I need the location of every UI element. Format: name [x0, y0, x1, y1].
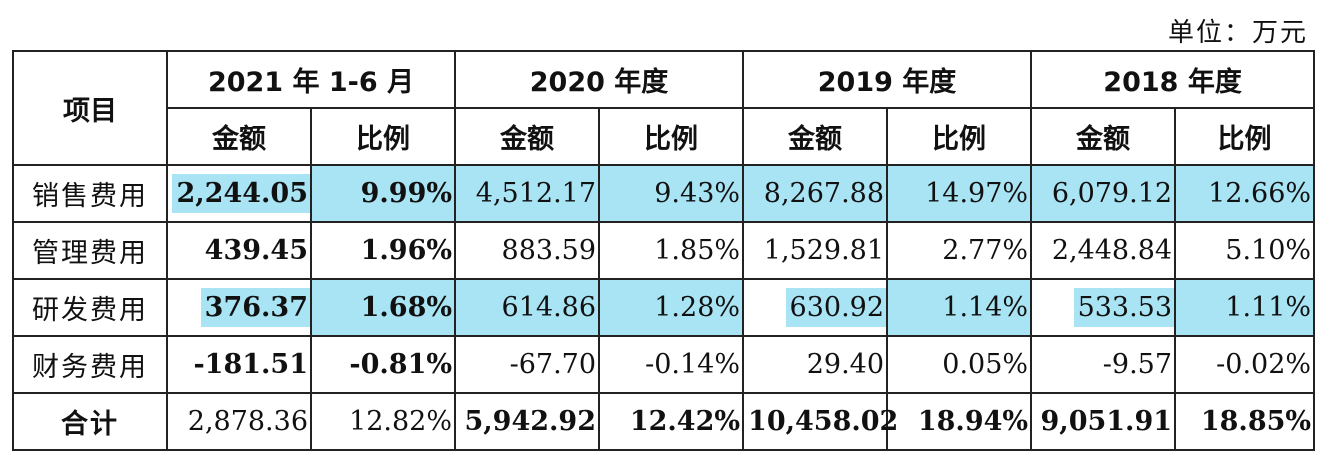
cell-ratio: 1.14% [942, 292, 1029, 323]
cell-amount: -67.70 [509, 349, 597, 380]
cell-ratio: 9.43% [654, 178, 741, 209]
cell-amount: 614.86 [501, 292, 597, 323]
table-row: 销售费用 2,244.05 9.99% 4,512.17 9.43% 8,267… [12, 164, 1316, 223]
cell-amount: 8,267.88 [763, 178, 885, 209]
period-header: 2020 年度 [454, 50, 745, 109]
cell-amount: -9.57 [1102, 349, 1173, 380]
cell-ratio: -0.02% [1216, 349, 1312, 380]
table-row-total: 合计 2,878.36 12.82% 5,942.92 12.42% 10,45… [12, 392, 1316, 451]
row-label: 销售费用 [12, 164, 168, 223]
ratio-header: 比例 [598, 107, 745, 166]
ratio-header: 比例 [309, 107, 457, 166]
cell-ratio: -0.81% [349, 349, 453, 380]
cell-amount: 29.40 [806, 349, 885, 380]
table-row: 管理费用 439.45 1.96% 883.59 1.85% 1,529.81 … [12, 221, 1316, 280]
cell-amount: 9,051.91 [1040, 406, 1173, 437]
header-row-periods: 项目 2021 年 1-6 月 2020 年度 2019 年度 2018 年度 [12, 50, 1316, 166]
cell-ratio: 12.66% [1208, 178, 1312, 209]
cell-amount: 2,878.36 [187, 406, 308, 437]
cell-amount: 883.59 [501, 235, 597, 266]
cell-ratio: 0.05% [942, 349, 1029, 380]
cell-ratio: 9.99% [360, 178, 453, 209]
cell-amount: 6,079.12 [1051, 178, 1173, 209]
period-header: 2021 年 1-6 月 [165, 50, 457, 109]
cell-ratio: 1.96% [360, 235, 453, 266]
unit-label: 单位：万元 [1167, 18, 1308, 48]
row-label: 管理费用 [12, 221, 168, 280]
cell-ratio: 5.10% [1225, 235, 1312, 266]
cell-ratio: 1.11% [1225, 292, 1312, 323]
period-header: 2019 年度 [742, 50, 1033, 109]
amount-header: 金额 [454, 107, 601, 166]
cell-amount: 630.92 [785, 288, 887, 327]
cell-amount: 10,458.02 [748, 406, 899, 437]
item-header: 项目 [12, 50, 168, 166]
cell-ratio: 1.85% [654, 235, 741, 266]
cell-ratio: 18.85% [1200, 406, 1312, 437]
cell-amount: 5,942.92 [464, 406, 597, 437]
cell-ratio: 1.28% [654, 292, 741, 323]
cell-amount: 1,529.81 [763, 235, 885, 266]
ratio-header: 比例 [886, 107, 1033, 166]
amount-header: 金额 [166, 107, 312, 166]
cell-ratio: 1.68% [360, 292, 453, 323]
amount-header: 金额 [742, 107, 889, 166]
amount-header: 金额 [1030, 107, 1177, 166]
cell-amount: 2,244.05 [172, 174, 310, 213]
cell-ratio: 18.94% [917, 406, 1029, 437]
cell-ratio: 12.82% [349, 406, 453, 437]
cell-ratio: 12.42% [629, 406, 741, 437]
cell-amount: 2,448.84 [1051, 235, 1173, 266]
table-row: 研发费用 376.37 1.68% 614.86 1.28% 630.92 1.… [12, 278, 1316, 337]
ratio-header: 比例 [1174, 107, 1316, 166]
table-row: 财务费用 -181.51 -0.81% -67.70 -0.14% 29.40 … [12, 335, 1316, 394]
expense-table: 项目 2021 年 1-6 月 2020 年度 2019 年度 2018 年度 … [12, 50, 1316, 451]
cell-amount: 439.45 [204, 235, 308, 266]
period-header: 2018 年度 [1030, 50, 1316, 109]
header-row-columns: 金额 比例 金额 比例 金额 比例 金额 比例 [13, 107, 1316, 166]
cell-ratio: -0.14% [645, 349, 741, 380]
cell-ratio: 14.97% [925, 178, 1029, 209]
cell-amount: 533.53 [1073, 288, 1175, 327]
cell-ratio: 2.77% [942, 235, 1029, 266]
row-label: 合计 [12, 392, 168, 451]
row-label: 财务费用 [12, 335, 168, 394]
row-label: 研发费用 [12, 278, 168, 337]
cell-amount: 376.37 [200, 288, 310, 327]
cell-amount: 4,512.17 [475, 178, 597, 209]
cell-amount: -181.51 [193, 349, 308, 380]
